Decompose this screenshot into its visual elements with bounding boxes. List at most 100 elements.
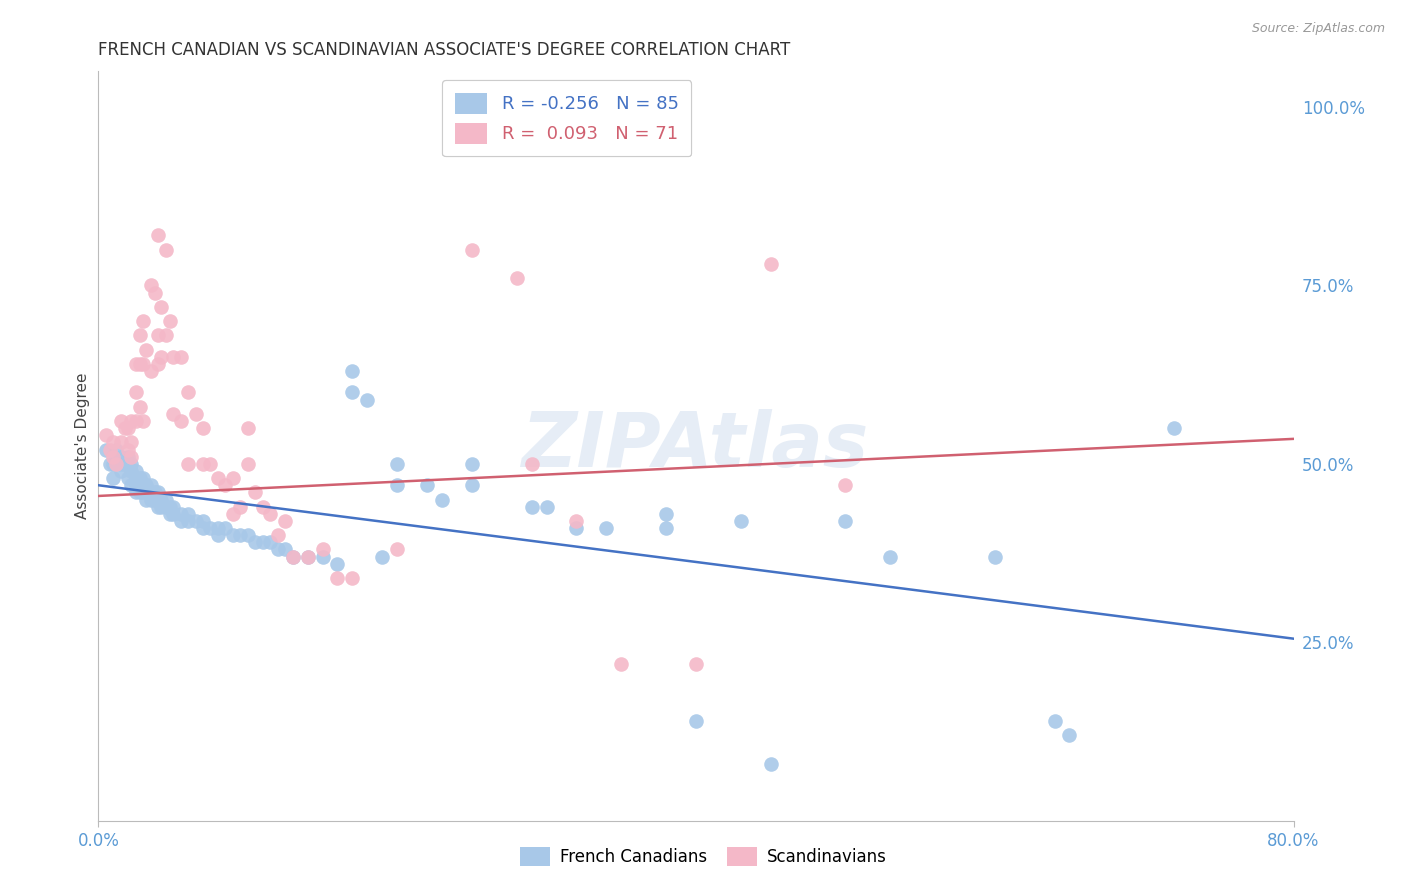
Point (311, 549, 333, 564)
Point (143, 492, 166, 507)
Point (385, 542, 409, 557)
Point (385, 478, 409, 492)
Point (155, 243, 177, 257)
Point (162, 350, 184, 364)
Point (222, 507, 245, 521)
Legend: R = -0.256   N = 85, R =  0.093   N = 71: R = -0.256 N = 85, R = 0.093 N = 71 (441, 80, 692, 156)
Point (135, 478, 157, 492)
Point (117, 450, 139, 464)
Point (150, 300, 173, 314)
Point (129, 485, 152, 500)
Point (120, 450, 142, 464)
Point (162, 507, 184, 521)
Point (214, 478, 236, 492)
Text: ZIPAtlas: ZIPAtlas (522, 409, 870, 483)
Point (461, 243, 484, 257)
Point (191, 457, 214, 471)
Point (159, 500, 181, 514)
Point (191, 421, 214, 435)
Point (132, 471, 155, 485)
Point (252, 500, 274, 514)
Point (177, 385, 200, 400)
Point (169, 350, 191, 364)
Point (103, 471, 125, 485)
Point (297, 549, 319, 564)
Point (125, 471, 148, 485)
Point (155, 500, 177, 514)
Point (143, 285, 166, 300)
Point (150, 500, 173, 514)
Point (139, 492, 162, 507)
Point (326, 557, 349, 571)
Point (129, 400, 152, 414)
Point (103, 450, 125, 464)
Point (655, 521, 678, 535)
Point (148, 500, 170, 514)
Point (200, 457, 222, 471)
Point (207, 521, 229, 535)
Point (207, 528, 229, 542)
Point (132, 357, 155, 371)
Point (98, 457, 122, 471)
Point (105, 442, 128, 457)
Point (110, 450, 132, 464)
Point (135, 485, 157, 500)
Point (143, 485, 166, 500)
Point (117, 471, 139, 485)
Point (129, 328, 152, 343)
Point (125, 478, 148, 492)
Point (267, 528, 290, 542)
Point (110, 435, 132, 450)
Point (685, 657, 707, 671)
Point (132, 485, 155, 500)
Point (135, 343, 157, 357)
Point (139, 478, 162, 492)
Point (129, 471, 152, 485)
Point (1059, 728, 1081, 742)
Point (229, 528, 252, 542)
Point (1043, 714, 1066, 728)
Point (371, 549, 394, 564)
Point (162, 500, 184, 514)
Point (281, 549, 304, 564)
Point (245, 485, 267, 500)
Text: FRENCH CANADIAN VS SCANDINAVIAN ASSOCIATE'S DEGREE CORRELATION CHART: FRENCH CANADIAN VS SCANDINAVIAN ASSOCIAT… (98, 41, 790, 59)
Point (125, 414, 148, 428)
Point (342, 364, 364, 378)
Point (200, 521, 222, 535)
Point (520, 500, 543, 514)
Point (730, 514, 752, 528)
Point (267, 542, 290, 557)
Point (222, 471, 245, 485)
Point (162, 407, 184, 421)
Point (94, 442, 117, 457)
Point (610, 657, 633, 671)
Point (274, 514, 297, 528)
Point (759, 257, 782, 271)
Legend: French Canadians, Scandinavians: French Canadians, Scandinavians (512, 838, 894, 875)
Point (132, 478, 155, 492)
Point (506, 271, 529, 285)
Point (148, 228, 170, 243)
Point (117, 457, 139, 471)
Point (125, 485, 148, 500)
Point (207, 471, 229, 485)
Point (132, 314, 155, 328)
Point (98, 442, 122, 457)
Point (150, 492, 173, 507)
Point (105, 457, 128, 471)
Point (148, 492, 170, 507)
Point (120, 457, 142, 471)
Text: Source: ZipAtlas.com: Source: ZipAtlas.com (1251, 22, 1385, 36)
Y-axis label: Associate's Degree: Associate's Degree (75, 373, 90, 519)
Point (297, 549, 319, 564)
Point (236, 528, 259, 542)
Point (236, 457, 259, 471)
Point (129, 357, 152, 371)
Point (356, 392, 378, 407)
Point (274, 542, 297, 557)
Point (565, 521, 588, 535)
Point (416, 478, 439, 492)
Point (461, 478, 484, 492)
Point (169, 414, 191, 428)
